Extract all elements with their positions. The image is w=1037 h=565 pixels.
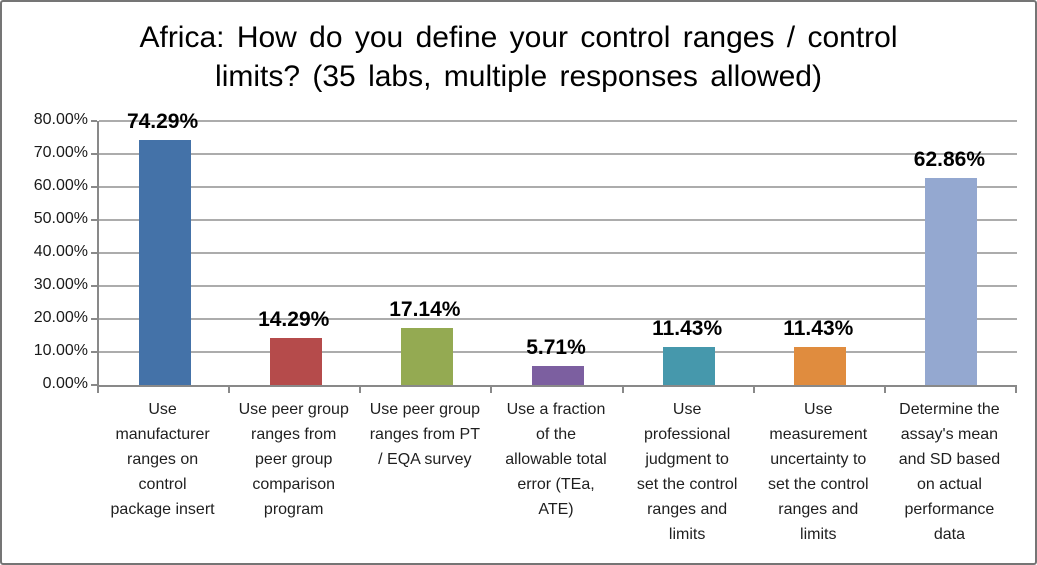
bar-4: [532, 366, 584, 385]
x-axis-tick-mark: [228, 387, 230, 393]
bar-value-label: 17.14%: [389, 298, 461, 322]
bar-value-label: 5.71%: [526, 336, 586, 360]
bar-value-label: 11.43%: [652, 317, 723, 341]
gridline: [99, 120, 1017, 122]
x-category-label: Use manufacturer ranges on control packa…: [110, 401, 215, 518]
y-axis-tick-mark: [91, 252, 97, 254]
y-axis-tick-label: 80.00%: [33, 111, 88, 128]
gridline: [99, 153, 1017, 155]
x-axis-tick-mark: [1015, 387, 1017, 393]
bar-1: [138, 139, 191, 385]
x-category-label: Determine the assay's mean and SD based …: [898, 401, 1001, 543]
chart-title: Africa: How do you define your control r…: [139, 21, 898, 93]
x-category-label: Use professional judgment to set the con…: [636, 401, 738, 543]
x-axis-tick-mark: [490, 387, 492, 393]
y-axis-tick-mark: [91, 186, 97, 188]
x-axis-tick-mark: [753, 387, 755, 393]
x-category-label: Use measurement uncertainty to set the c…: [768, 401, 869, 543]
bar-value-label: 74.29%: [126, 109, 199, 133]
gridline: [99, 351, 1017, 353]
x-category-label: Use peer group ranges from peer group co…: [238, 401, 349, 518]
bar-7: [925, 177, 978, 385]
y-axis-tick-label: 20.00%: [33, 309, 88, 326]
y-axis-tick-label: 10.00%: [33, 342, 88, 359]
bar-value-label: 62.86%: [913, 147, 986, 171]
y-axis-tick-label: 0.00%: [42, 375, 88, 392]
x-axis-tick-mark: [359, 387, 361, 393]
y-axis-tick-mark: [91, 285, 97, 287]
gridline: [99, 186, 1017, 188]
y-axis-tick-label: 60.00%: [33, 177, 88, 194]
y-axis-tick-mark: [91, 219, 97, 221]
plot-area: [97, 120, 1017, 387]
gridline: [99, 285, 1017, 287]
gridline: [99, 252, 1017, 254]
bar-value-label: 11.43%: [783, 317, 854, 341]
x-axis-tick-mark: [884, 387, 886, 393]
gridline: [99, 219, 1017, 221]
y-axis-tick-mark: [91, 351, 97, 353]
x-category-label: Use a fraction of the allowable total er…: [505, 401, 607, 518]
x-axis-tick-mark: [622, 387, 624, 393]
y-axis-tick-label: 40.00%: [33, 243, 88, 260]
y-axis-tick-mark: [91, 153, 97, 155]
bar-3: [400, 328, 453, 385]
x-axis-tick-mark: [97, 387, 99, 393]
gridline: [99, 318, 1017, 320]
y-axis-tick-mark: [91, 384, 97, 386]
y-axis-tick-mark: [91, 120, 97, 122]
bar-5: [663, 347, 716, 385]
x-category-label: Use peer group ranges from PT / EQA surv…: [369, 401, 480, 468]
y-axis-tick-label: 30.00%: [33, 276, 88, 293]
y-axis-tick-label: 50.00%: [33, 210, 88, 227]
y-axis-tick-mark: [91, 318, 97, 320]
bar-6: [794, 347, 847, 385]
y-axis-tick-label: 70.00%: [33, 144, 88, 161]
bar-value-label: 14.29%: [258, 307, 330, 331]
bar-2: [269, 337, 322, 385]
